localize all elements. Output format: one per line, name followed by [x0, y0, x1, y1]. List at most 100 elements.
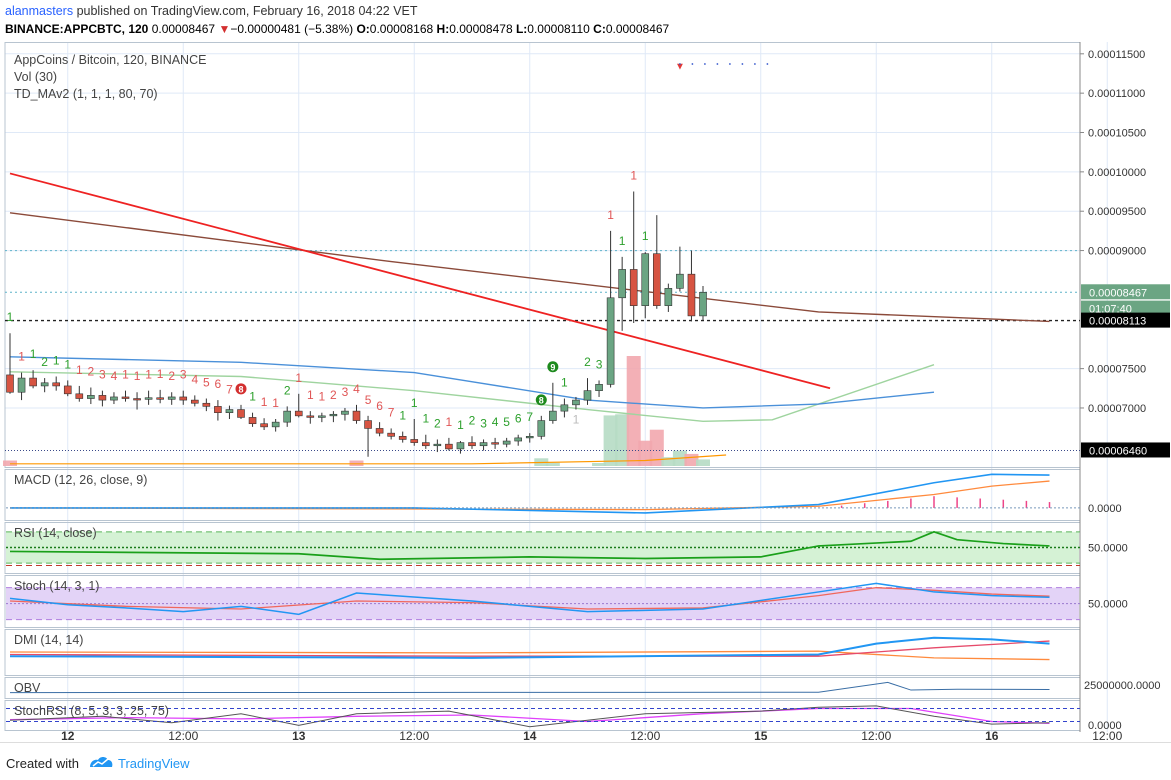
- x-tick-label: 15: [754, 729, 768, 742]
- obv-obv-line: [9, 681, 1050, 694]
- dot-marker: [729, 63, 731, 65]
- td-count-label: 1: [411, 396, 418, 410]
- price-legend-1: Vol (30): [14, 70, 57, 84]
- candle-body: [318, 415, 326, 418]
- down-arrow-icon: ▼: [218, 22, 231, 36]
- chart-area[interactable]: 0.00011500 0.00011000 0.00010500 0.00010000…: [0, 42, 1171, 742]
- candle-body: [352, 410, 361, 421]
- candle-body: [248, 417, 257, 425]
- stoch-panel: [6, 582, 1080, 621]
- td-count-label: 2: [41, 355, 48, 369]
- volume-bar: [649, 429, 664, 466]
- td-count-label: 1: [272, 396, 279, 410]
- candle-body: [583, 390, 592, 401]
- change-value: −0.00000481 (−5.38%): [230, 22, 354, 36]
- td-badge: [235, 383, 247, 395]
- candle-body: [329, 413, 338, 417]
- price-label-text: 0.00008113: [1089, 316, 1146, 328]
- candle-body: [121, 396, 130, 399]
- td-count-label: 1: [457, 418, 464, 432]
- td-count-label: 7: [226, 383, 233, 397]
- published-text: published on TradingView.com, February 1…: [73, 4, 418, 18]
- td-count-label: 6: [515, 412, 522, 426]
- dot-marker: [754, 63, 756, 65]
- td-count-label: 8: [238, 384, 243, 394]
- stochrsi-panel: [6, 705, 1080, 728]
- td-badge: [547, 361, 559, 373]
- td-count-label: 8: [539, 395, 544, 405]
- td-count-label: 3: [99, 368, 106, 382]
- macd-legend: MACD (12, 26, close, 9): [14, 473, 147, 487]
- td-count-label: 1: [446, 415, 453, 429]
- chart-header: alanmasters published on TradingView.com…: [0, 0, 1171, 42]
- sell-marker-icon: ▼: [675, 62, 685, 73]
- td-count-label: 7: [526, 410, 533, 424]
- x-tick-label: 12:00: [1092, 729, 1122, 742]
- y-tick-label: 0.00011500: [1088, 49, 1145, 61]
- y-tick-label: 0.00010500: [1088, 128, 1146, 140]
- td-count-label: 3: [480, 416, 487, 430]
- td-count-label: 1: [7, 310, 14, 324]
- candle-body: [87, 395, 95, 399]
- stochrsi-legend: StochRSI (8, 5, 3, 3, 25, 75): [14, 704, 169, 718]
- candle-body: [549, 410, 557, 421]
- candle-body: [525, 436, 534, 439]
- candle-body: [110, 396, 118, 401]
- ma-green-line: [9, 364, 935, 423]
- candle-body: [75, 393, 84, 399]
- td-count-label: 1: [53, 353, 60, 367]
- td-badge: [535, 394, 547, 406]
- price-label-box: [1081, 284, 1170, 300]
- publish-info: alanmasters published on TradingView.com…: [5, 4, 418, 18]
- volume-ma-line: [10, 454, 727, 465]
- tradingview-brand-link[interactable]: TradingView: [118, 756, 190, 771]
- td-count-label: 4: [111, 369, 118, 383]
- td-count-label: 5: [365, 393, 372, 407]
- td-count-label: 1: [607, 208, 614, 222]
- candle-body: [179, 396, 188, 401]
- candle-body: [664, 288, 673, 306]
- x-tick-label: 12:00: [861, 729, 891, 742]
- volume-bar: [615, 414, 630, 466]
- candle-body: [560, 404, 569, 412]
- rsi-legend: RSI (14, close): [14, 526, 97, 540]
- td-count-label: 1: [561, 376, 568, 390]
- author-link[interactable]: alanmasters: [5, 4, 74, 18]
- candle-body: [606, 297, 615, 385]
- price-label-box: [1081, 442, 1170, 458]
- candle-body: [202, 402, 211, 407]
- stoch-y-tick-label: 50.0000: [1088, 599, 1128, 611]
- candle-body: [283, 410, 292, 423]
- candle-body: [387, 432, 395, 437]
- candle-body: [652, 253, 661, 306]
- candle-body: [421, 442, 430, 447]
- close-value: 0.00008467: [605, 22, 670, 36]
- candle-body: [225, 409, 234, 413]
- x-tick-label: 13: [292, 729, 306, 742]
- volume-bar: [545, 462, 560, 466]
- candle-body: [260, 423, 268, 428]
- td-count-label: 6: [376, 399, 383, 413]
- obv-y-tick-label: 25000000.0000: [1084, 680, 1160, 692]
- td-count-label: 6: [215, 377, 222, 391]
- symbol-label: BINANCE:APPCBTC, 120: [5, 22, 149, 36]
- candle-body: [191, 399, 199, 404]
- td-count-label: 1: [399, 409, 406, 423]
- td-count-label: 2: [168, 369, 175, 383]
- candle-body: [6, 374, 14, 393]
- obv-panel: [9, 681, 1050, 694]
- x-tick-label: 12:00: [630, 729, 660, 742]
- footer: Created with TradingView: [0, 742, 1171, 780]
- dot-marker: [766, 63, 769, 65]
- stochrsi-y-tick-label: 0.0000: [1088, 720, 1122, 732]
- candle-body: [341, 410, 349, 415]
- price-label-text: 0.00008467: [1089, 287, 1147, 299]
- y-tick-label: 0.00009500: [1088, 206, 1146, 218]
- td-count-label: 1: [249, 390, 256, 404]
- dot-marker: [691, 63, 694, 65]
- candle-body: [491, 442, 499, 445]
- open-label: O:: [356, 22, 370, 36]
- x-tick-label: 16: [985, 729, 999, 742]
- candle-body: [618, 269, 626, 299]
